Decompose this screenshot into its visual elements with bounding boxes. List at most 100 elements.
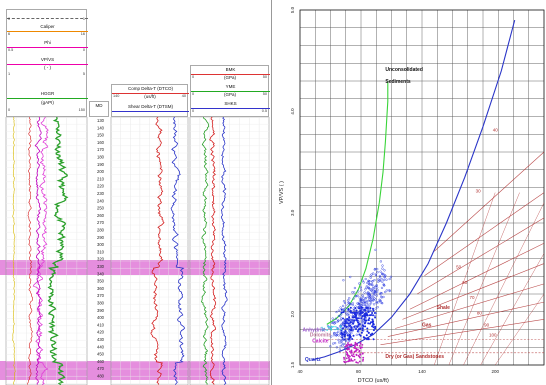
data-point	[346, 304, 349, 307]
data-point-core	[360, 317, 363, 320]
data-point-core	[346, 334, 349, 337]
y-tick-label: 3.0	[290, 209, 295, 216]
data-point	[367, 298, 371, 301]
data-point	[388, 277, 391, 281]
data-point	[337, 309, 341, 312]
annotation-label: Calcite	[312, 339, 329, 345]
y-tick-label: 5.0	[290, 6, 295, 13]
data-point-magenta	[343, 358, 346, 360]
contour-line	[433, 151, 545, 252]
annotation-label: Sediments	[385, 79, 411, 85]
data-point-magenta	[361, 346, 363, 349]
data-point-magenta	[345, 357, 348, 360]
data-point	[375, 286, 379, 289]
caliper-range-right: 16	[80, 32, 85, 36]
depth-tick-label: 210	[97, 176, 105, 181]
data-point-core	[368, 317, 371, 320]
data-point-core	[361, 329, 364, 332]
depth-tick-label: 450	[97, 352, 105, 357]
data-point-core	[356, 319, 359, 322]
data-point-core	[351, 311, 354, 314]
data-point	[336, 330, 340, 333]
data-point-core	[369, 322, 371, 325]
data-point	[338, 348, 342, 351]
data-point-cyan	[335, 326, 337, 328]
data-point	[349, 275, 352, 279]
data-point-core	[347, 319, 350, 322]
depth-tick-label: 270	[97, 220, 105, 225]
data-point	[343, 301, 347, 305]
data-point	[353, 291, 356, 294]
data-point	[346, 312, 350, 315]
data-point-core	[347, 322, 350, 325]
data-point-core	[365, 319, 368, 322]
data-point-core	[344, 329, 347, 332]
data-point-magenta	[362, 360, 364, 362]
data-point-cyan	[331, 326, 334, 328]
data-point	[368, 293, 371, 297]
data-point-core	[355, 309, 358, 312]
data-point-core	[356, 325, 359, 328]
log-panel: 0 1 Caliper 6 16 Phi 0.5 0 VP/VS ( - ) 1…	[0, 0, 272, 385]
vpvs-curve	[34, 117, 42, 385]
gr-range-left: 0	[8, 17, 11, 21]
data-point	[376, 271, 379, 274]
data-point-core	[373, 312, 376, 314]
data-point-magenta	[361, 352, 364, 355]
depth-tick-label: 150	[97, 133, 105, 138]
data-point-core	[364, 325, 367, 328]
data-point	[364, 288, 367, 291]
depth-tick-label: 130	[97, 118, 105, 123]
data-point	[382, 295, 385, 299]
data-point	[372, 296, 375, 299]
data-point-core	[357, 328, 360, 331]
data-point-magenta	[344, 345, 347, 348]
data-point-cyan	[340, 326, 342, 328]
depth-tick-label: 350	[97, 279, 105, 284]
depth-tick-label: 420	[97, 330, 105, 335]
data-point	[341, 339, 344, 342]
data-point	[373, 267, 377, 271]
data-point	[364, 300, 367, 304]
lithology-band-0	[0, 260, 270, 275]
data-point-core	[340, 308, 343, 311]
data-point	[354, 295, 357, 298]
data-point	[352, 297, 355, 300]
data-point	[383, 276, 386, 279]
data-point	[376, 267, 379, 271]
data-point-core	[357, 321, 360, 324]
data-point-core	[350, 311, 353, 314]
depth-tick-label: 360	[97, 286, 105, 291]
contour-line	[395, 283, 545, 329]
data-point	[337, 334, 340, 337]
contour-value-label: 90	[484, 322, 490, 327]
depth-tick-label: 400	[97, 315, 105, 320]
data-point	[340, 342, 343, 345]
data-point	[367, 292, 370, 295]
data-point-core	[372, 309, 375, 312]
data-point	[334, 317, 338, 320]
data-point	[370, 288, 373, 291]
data-point	[372, 294, 375, 298]
data-point-core	[359, 327, 362, 330]
data-point-core	[364, 314, 367, 317]
data-point	[385, 289, 388, 292]
data-point	[380, 286, 384, 290]
yme-unit: (GPa)	[223, 92, 236, 97]
contour-line	[387, 301, 545, 337]
data-point-magenta	[349, 350, 351, 353]
shks-header: SHKS	[191, 100, 270, 109]
data-point-core	[356, 330, 359, 333]
data-point	[376, 290, 379, 294]
data-point-magenta	[359, 347, 362, 350]
data-point-core	[366, 330, 369, 333]
data-point-magenta	[346, 353, 349, 356]
data-point	[364, 297, 367, 300]
shks-range-left: 0	[192, 109, 195, 113]
depth-tick-label: 200	[97, 169, 105, 174]
dtco-unit: (us/ft)	[144, 94, 156, 99]
data-point-core	[361, 324, 364, 327]
depth-tick-label: 390	[97, 308, 105, 313]
data-point-magenta	[347, 360, 349, 363]
data-point	[375, 300, 378, 304]
